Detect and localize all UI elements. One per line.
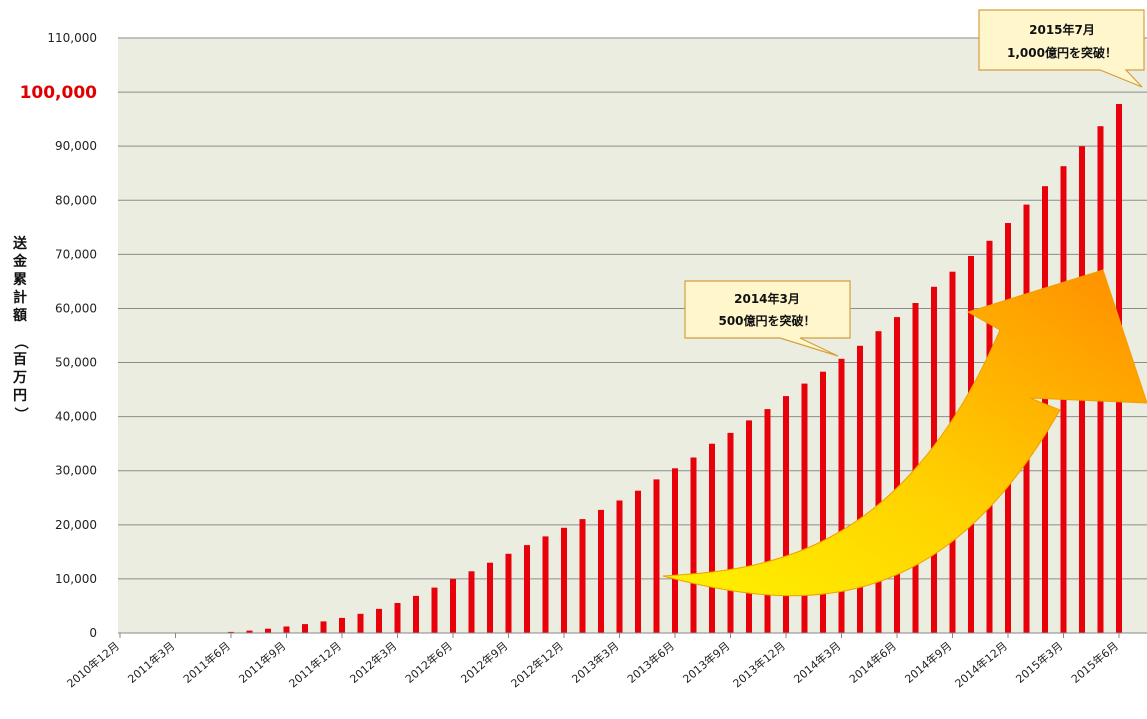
bar (228, 631, 234, 633)
bar (468, 571, 475, 633)
bar (672, 468, 678, 633)
y-tick-label: 60,000 (55, 301, 97, 315)
y-tick-label: 110,000 (47, 31, 97, 45)
y-tick-label: 50,000 (55, 356, 97, 370)
bar (690, 457, 697, 633)
bar (579, 519, 586, 633)
bar (709, 443, 715, 633)
callout-2015-box (978, 9, 1145, 88)
callout-2014: 2014年3月 500億円を突破！ (684, 280, 851, 357)
bar (431, 587, 438, 633)
y-axis-label-char: （ (12, 335, 28, 349)
x-tick-label: 2012年3月 (347, 639, 400, 686)
bar (764, 409, 771, 633)
bar (616, 500, 623, 633)
bar (339, 617, 345, 633)
x-tick-label: 2012年9月 (458, 639, 511, 686)
y-axis-label: 送 金 累 計 額 （ 百 万 円 ） (12, 235, 28, 421)
y-axis-label-char: 百 (13, 352, 27, 368)
bar (894, 317, 900, 633)
x-tick-label: 2014年9月 (902, 639, 955, 686)
bar (524, 545, 530, 633)
x-tick-label: 2010年12月 (64, 639, 122, 691)
bar (487, 562, 493, 633)
callout-2014-box (684, 280, 851, 357)
x-tick-label: 2011年3月 (125, 639, 178, 686)
x-tick-label: 2013年12月 (730, 639, 788, 691)
bar (857, 345, 863, 633)
x-tick-label: 2011年9月 (236, 639, 289, 686)
bar (635, 490, 641, 633)
y-axis-label-char: 累 (13, 272, 27, 288)
bar (783, 396, 789, 633)
y-axis-label-char: 金 (12, 253, 28, 270)
callout-2014-line2: 500億円を突破！ (718, 313, 815, 328)
x-tick-label: 2015年6月 (1068, 639, 1121, 686)
y-tick-label: 80,000 (55, 193, 97, 207)
x-tick-label: 2011年6月 (180, 639, 233, 686)
bar (746, 420, 752, 633)
x-tick-label: 2015年3月 (1013, 639, 1066, 686)
y-axis-label-char: 万 (12, 370, 27, 386)
x-tick-label: 2014年12月 (952, 639, 1010, 691)
y-tick-label: 30,000 (55, 464, 97, 478)
bar (283, 626, 290, 633)
y-axis-label-char: 送 (12, 235, 28, 252)
growth-arrow (662, 269, 1147, 597)
plot-background (118, 38, 1147, 633)
x-tick-label: 2013年3月 (569, 639, 622, 686)
callout-2015: 2015年7月 1,000億円を突破！ (978, 9, 1145, 88)
bar (505, 553, 512, 633)
bar (376, 608, 382, 633)
bar (413, 595, 419, 633)
bar (801, 383, 808, 633)
x-tick-label: 2014年6月 (846, 639, 899, 686)
callout-2015-line2: 1,000億円を突破！ (1007, 45, 1117, 60)
x-tick-label: 2012年12月 (508, 639, 566, 691)
y-tick-label: 70,000 (55, 247, 97, 261)
callout-2015-line1: 2015年7月 (1029, 22, 1095, 37)
bar (820, 371, 826, 633)
bar (542, 536, 549, 633)
gridlines (118, 37, 1147, 580)
bar (320, 621, 327, 633)
bar (302, 624, 308, 633)
y-tick-label: 40,000 (55, 410, 97, 424)
y-axis-ticks: 0 10,000 20,000 30,000 40,000 50,000 60,000 70,… (20, 31, 98, 640)
bar (357, 613, 364, 633)
y-tick-label: 20,000 (55, 518, 97, 532)
y-axis-label-char: 計 (13, 289, 27, 306)
x-tick-label: 2012年6月 (402, 639, 455, 686)
callout-2014-line1: 2014年3月 (734, 291, 800, 306)
bar (246, 630, 253, 633)
x-tick-label: 2011年12月 (286, 639, 344, 691)
y-axis-label-char: ） (12, 407, 28, 421)
bar (561, 527, 567, 633)
y-tick-label: 100,000 (20, 83, 98, 103)
x-tick-label: 2014年3月 (791, 639, 844, 686)
x-tick-label: 2013年9月 (680, 639, 733, 686)
bar (265, 628, 271, 633)
bar (838, 358, 845, 633)
y-axis-label-char: 額 (12, 307, 27, 324)
bar (450, 578, 456, 633)
bar (875, 331, 882, 633)
y-tick-label: 0 (89, 626, 97, 640)
bar (598, 509, 604, 633)
y-axis-label-char: 円 (13, 388, 27, 404)
bar (653, 479, 660, 633)
x-tick-label: 2013年6月 (624, 639, 677, 686)
bar (394, 603, 401, 633)
bar (727, 432, 734, 633)
y-tick-label: 90,000 (55, 139, 97, 153)
y-tick-label: 10,000 (55, 572, 97, 586)
